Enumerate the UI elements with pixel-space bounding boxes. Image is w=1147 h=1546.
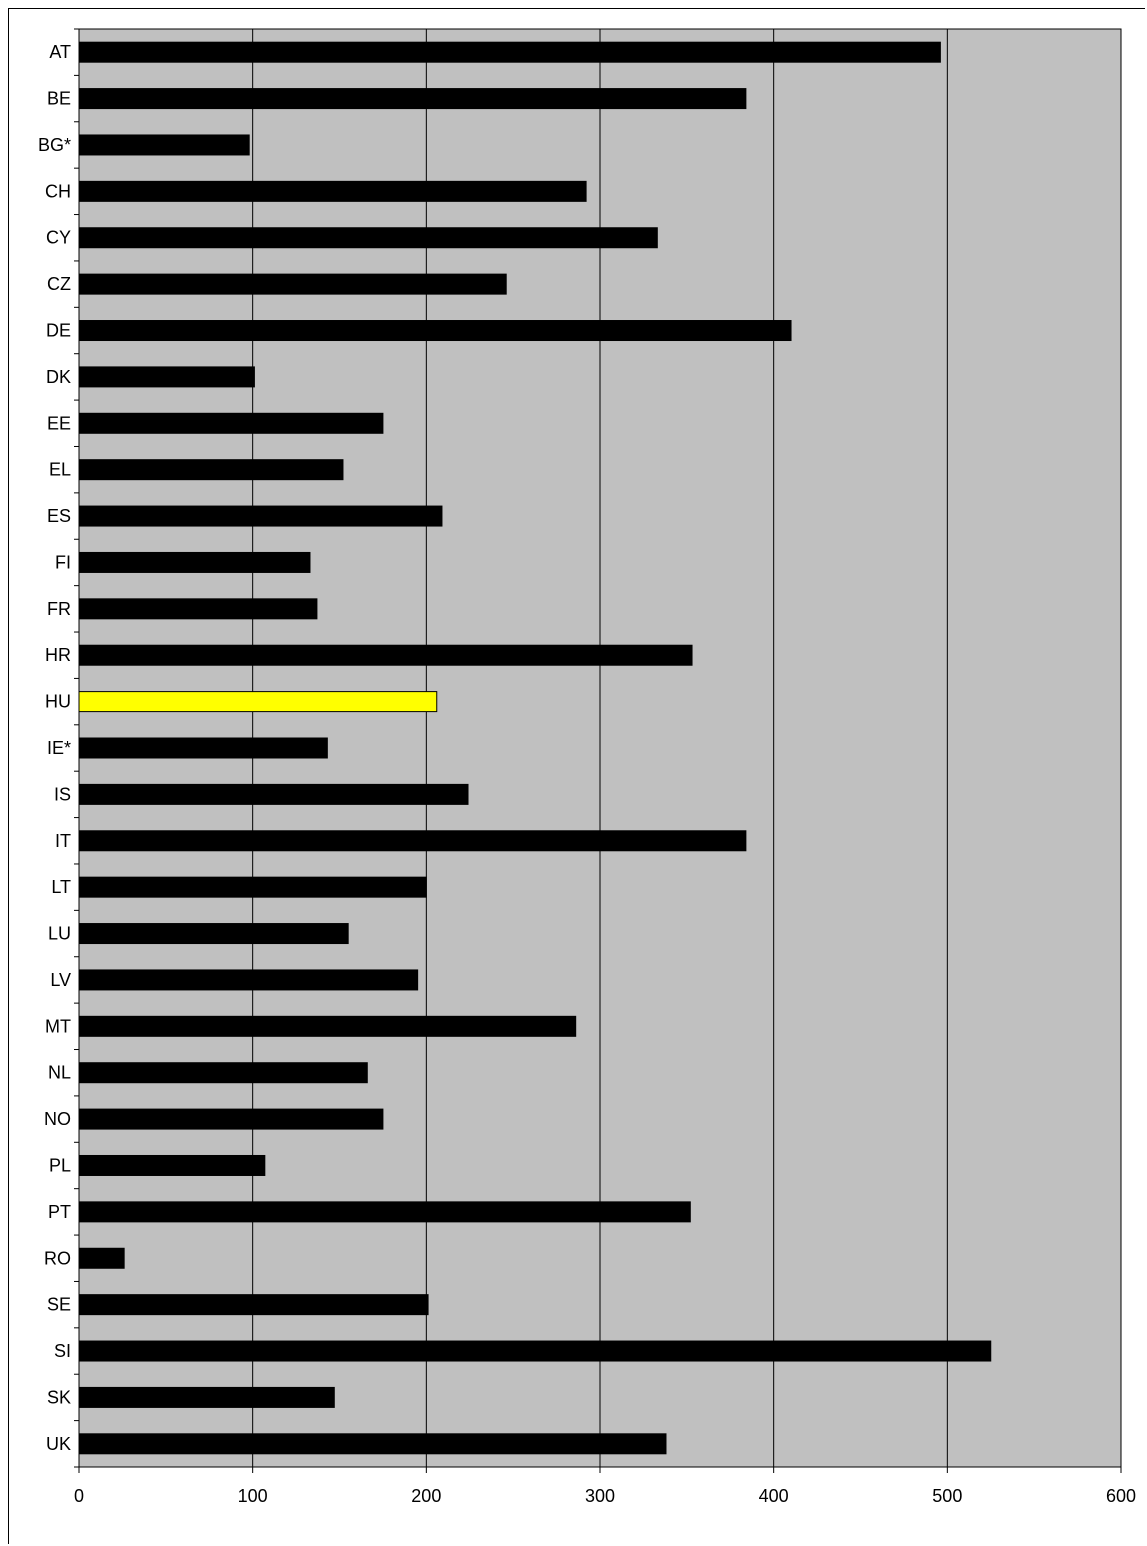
bar-mt (78, 1015, 577, 1037)
bar-pt (78, 1201, 691, 1223)
bar-no (78, 1108, 384, 1130)
x-tick-label: 400 (759, 1486, 789, 1506)
bar-fr (78, 598, 318, 620)
y-tick-label: HR (45, 645, 71, 665)
bar-lu (78, 923, 349, 945)
bar-ch (78, 180, 587, 202)
x-tick-label: 500 (932, 1486, 962, 1506)
y-tick-label: ES (47, 506, 71, 526)
x-tick-label: 300 (585, 1486, 615, 1506)
y-tick-label: LV (50, 970, 71, 990)
bar-ro (78, 1247, 125, 1269)
y-tick-label: NO (44, 1109, 71, 1129)
bar-sk (78, 1386, 335, 1408)
y-tick-label: SE (47, 1295, 71, 1315)
y-tick-label: FR (47, 599, 71, 619)
axes (74, 28, 1122, 1473)
y-tick-label: IS (54, 784, 71, 804)
y-tick-label: HU (45, 692, 71, 712)
y-tick-label: BG* (38, 135, 71, 155)
y-tick-label: PL (49, 1155, 71, 1175)
bar-be (78, 88, 747, 110)
y-tick-label: UK (46, 1434, 71, 1454)
y-tick-label: SK (47, 1387, 71, 1407)
bar-pl (78, 1154, 266, 1176)
bar-lv (78, 969, 419, 991)
bar-lt (78, 876, 427, 898)
bar-el (78, 459, 344, 481)
x-tick-label: 200 (411, 1486, 441, 1506)
chart-frame (8, 8, 1145, 1544)
bar-dk (78, 366, 255, 388)
bar-se (78, 1294, 429, 1316)
y-tick-label: CZ (47, 274, 71, 294)
bar-es (78, 505, 443, 527)
bar-hr (78, 644, 693, 666)
y-tick-label: CY (46, 228, 71, 248)
y-tick-label: LU (48, 924, 71, 944)
y-tick-label: CH (45, 181, 71, 201)
y-tick-label: IE* (47, 738, 71, 758)
y-tick-label: IT (55, 831, 71, 851)
y-tick-label: EE (47, 413, 71, 433)
y-tick-label: SI (54, 1341, 71, 1361)
bar-at (78, 41, 941, 63)
labels: AT BE BG* CH CY CZ DE DK EE EL ES FI FR HR HU IE* IS IT LT… (38, 42, 1136, 1506)
y-tick-label: DE (46, 321, 71, 341)
y-tick-label: PT (48, 1202, 71, 1222)
bar-fi (78, 551, 311, 573)
y-tick-label: FI (55, 552, 71, 572)
bar-is (78, 783, 469, 805)
y-tick-label: AT (49, 42, 71, 62)
bar-cz (78, 273, 507, 295)
bar-bgstar (78, 134, 250, 156)
x-tick-label: 600 (1106, 1486, 1136, 1506)
bars (78, 41, 992, 1455)
bar-ee (78, 412, 384, 434)
bar-cy (78, 227, 658, 249)
y-tick-label: EL (49, 460, 71, 480)
y-tick-label: MT (45, 1016, 71, 1036)
bar-si (78, 1340, 992, 1362)
y-tick-label: NL (48, 1063, 71, 1083)
x-tick-label: 100 (238, 1486, 268, 1506)
bar-uk (78, 1433, 667, 1455)
bar-iestar (78, 737, 328, 759)
y-tick-label: RO (44, 1248, 71, 1268)
y-tick-label: LT (51, 877, 71, 897)
bar-nl (78, 1062, 368, 1084)
y-tick-label: DK (46, 367, 71, 387)
y-tick-label: BE (47, 89, 71, 109)
x-tick-label: 0 (74, 1486, 84, 1506)
bar-it (78, 830, 747, 852)
bar-hu (78, 691, 438, 713)
bar-de (78, 320, 792, 342)
